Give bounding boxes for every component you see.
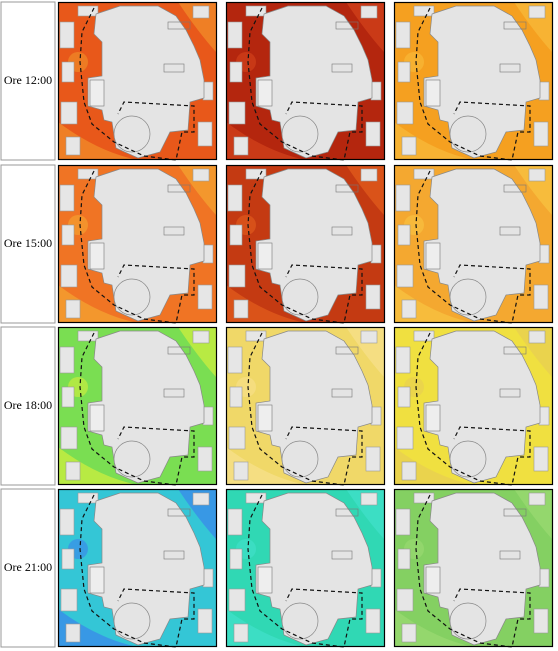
map-panel <box>57 326 218 486</box>
map-panel <box>393 164 554 324</box>
map-panel <box>393 1 554 161</box>
map-panel <box>57 164 218 324</box>
row-label: Ore 21:00 <box>4 560 52 574</box>
map-panel <box>57 1 218 161</box>
panel-border <box>393 326 554 486</box>
panel-border <box>393 164 554 324</box>
row-label-cell <box>0 164 56 324</box>
map-panel <box>225 1 386 161</box>
map-panel <box>393 488 554 648</box>
panel-border <box>57 164 218 324</box>
panel-border <box>225 326 386 486</box>
row-label: Ore 12:00 <box>4 73 52 87</box>
map-panel <box>393 326 554 486</box>
map-panel <box>225 488 386 648</box>
row-label-cell <box>0 488 56 648</box>
panel-border <box>225 1 386 161</box>
row-label-cell <box>0 1 56 161</box>
row-label-cell <box>0 326 56 486</box>
panel-border <box>393 488 554 648</box>
panel-border <box>393 1 554 161</box>
map-panel <box>225 164 386 324</box>
panel-border <box>57 488 218 648</box>
map-panel <box>225 326 386 486</box>
map-panel <box>57 488 218 648</box>
panel-border <box>225 488 386 648</box>
panel-border <box>57 326 218 486</box>
panel-border <box>57 1 218 161</box>
row-label: Ore 15:00 <box>4 236 52 250</box>
row-label: Ore 18:00 <box>4 398 52 412</box>
panel-border <box>225 164 386 324</box>
